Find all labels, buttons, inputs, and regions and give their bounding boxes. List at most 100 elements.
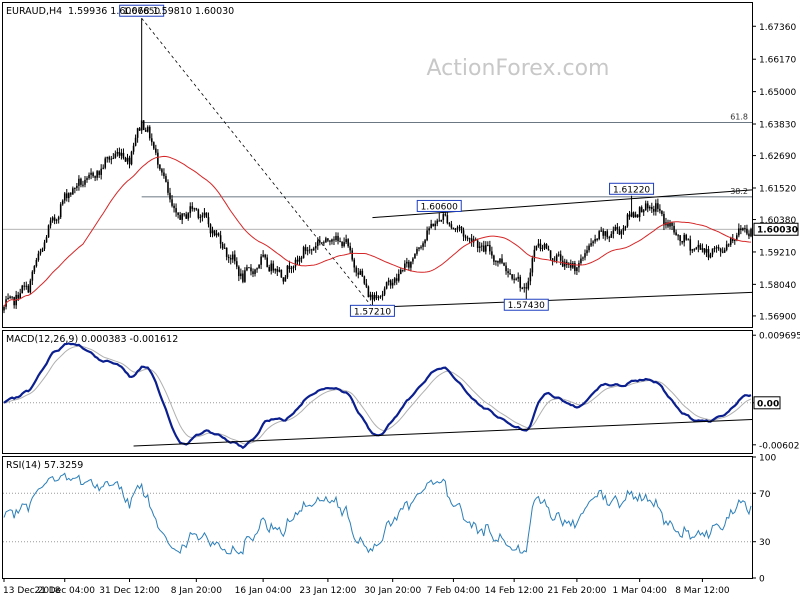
price-annotation-box: [119, 4, 165, 17]
candle-body: [167, 181, 169, 193]
candle-body: [9, 296, 11, 298]
candle-body: [250, 267, 252, 272]
candle-body: [636, 214, 639, 218]
candle-body: [673, 225, 675, 233]
candle-body: [92, 172, 94, 177]
candle-body: [693, 249, 696, 251]
fib-swing-dashed-line: [141, 17, 373, 308]
candle-body: [205, 212, 208, 218]
macd-tick-label: 0.009695: [759, 332, 800, 342]
candle-body: [244, 270, 246, 282]
macd-current-box: [753, 396, 781, 410]
candle-body: [128, 157, 131, 165]
candle-body: [272, 263, 275, 271]
price-tick-label: 1.66170: [759, 56, 796, 66]
candle-body: [725, 244, 728, 250]
moving-average-line: [3, 155, 752, 307]
candle-body: [561, 260, 564, 267]
candle-body: [23, 285, 26, 287]
candle-body: [525, 287, 528, 289]
candle-body: [229, 258, 232, 260]
candle-body: [620, 231, 623, 235]
candle-body: [236, 261, 238, 267]
candle-body: [316, 240, 319, 246]
candle-body: [697, 244, 700, 248]
candle-body: [343, 242, 345, 247]
candle-body: [45, 237, 48, 243]
price-tick-label: 1.62690: [759, 152, 796, 162]
candle-body: [31, 271, 34, 281]
candle-body: [86, 178, 88, 180]
candle-body: [470, 238, 473, 243]
candle-body: [689, 239, 692, 251]
candle-body: [497, 261, 499, 263]
price-annotation-label: 1.61220: [613, 185, 650, 195]
candle-body: [618, 229, 621, 235]
candle-body: [98, 171, 100, 175]
candle-body: [489, 244, 491, 252]
candle-body: [458, 226, 461, 228]
candle-body: [644, 203, 647, 211]
candle-body: [209, 224, 212, 234]
candle-body: [327, 238, 329, 241]
candle-body: [219, 235, 222, 244]
candle-body: [268, 266, 270, 272]
candle-body: [294, 259, 297, 267]
candle-body: [487, 244, 489, 246]
candle-body: [655, 203, 657, 212]
candle-body: [375, 295, 378, 299]
macd-tick-label: -0.006025: [759, 441, 800, 451]
candle-body: [661, 210, 663, 214]
candle-body: [304, 247, 307, 251]
candle-body: [138, 128, 141, 131]
candle-body: [312, 248, 315, 251]
candle-body: [238, 266, 240, 277]
candle-body: [130, 151, 133, 165]
candle-body: [537, 243, 540, 246]
candle-body: [515, 278, 517, 280]
candle-body: [733, 239, 736, 241]
candle-body: [436, 220, 439, 224]
candle-body: [446, 215, 449, 224]
candle-body: [507, 271, 509, 274]
candle-body: [195, 208, 198, 210]
time-axis-label: 8 Jan 20:00: [171, 586, 223, 596]
candle-body: [707, 248, 710, 258]
candle-body: [478, 246, 481, 248]
candle-body: [185, 214, 188, 219]
candlestick-series: [3, 18, 752, 314]
candle-body: [699, 244, 702, 250]
candle-body: [82, 184, 84, 186]
candle-body: [630, 212, 633, 217]
candle-body: [452, 227, 455, 230]
candle-body: [683, 234, 685, 243]
chart-header-symbol: EURAUD,H4: [6, 6, 62, 17]
candle-body: [468, 238, 471, 240]
price-tick-label: 1.56900: [759, 312, 796, 322]
price-annotation-box: [609, 182, 655, 195]
candle-body: [426, 230, 428, 241]
candle-body: [555, 255, 558, 261]
candle-body: [191, 206, 194, 209]
candle-body: [669, 222, 671, 227]
candle-body: [738, 228, 740, 236]
candle-body: [628, 214, 631, 217]
candle-body: [179, 214, 181, 220]
candle-body: [404, 263, 406, 271]
candle-body: [262, 254, 264, 257]
candle-body: [292, 266, 295, 269]
candle-body: [65, 193, 68, 199]
candle-body: [29, 280, 32, 293]
candle-body: [632, 212, 635, 218]
candle-body: [27, 285, 30, 293]
candle-body: [114, 153, 117, 158]
candle-body: [51, 217, 54, 221]
rsi-line: [3, 472, 752, 555]
candle-body: [136, 128, 139, 138]
candle-body: [177, 212, 179, 215]
price-annotation-label: 1.57210: [354, 307, 391, 317]
candle-body: [432, 223, 434, 227]
candle-body: [94, 176, 96, 178]
fib-level-label: 61.8: [730, 113, 748, 122]
candle-body: [144, 130, 147, 132]
